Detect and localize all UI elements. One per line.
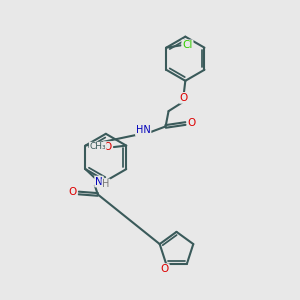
Text: O: O: [180, 93, 188, 103]
Text: Cl: Cl: [182, 40, 193, 50]
Text: O: O: [188, 118, 196, 128]
Text: O: O: [69, 187, 77, 197]
Text: N: N: [95, 176, 103, 187]
Text: HN: HN: [136, 125, 151, 135]
Text: O: O: [104, 142, 112, 152]
Text: O: O: [160, 264, 169, 274]
Text: H: H: [102, 179, 110, 190]
Text: CH₃: CH₃: [89, 142, 106, 151]
